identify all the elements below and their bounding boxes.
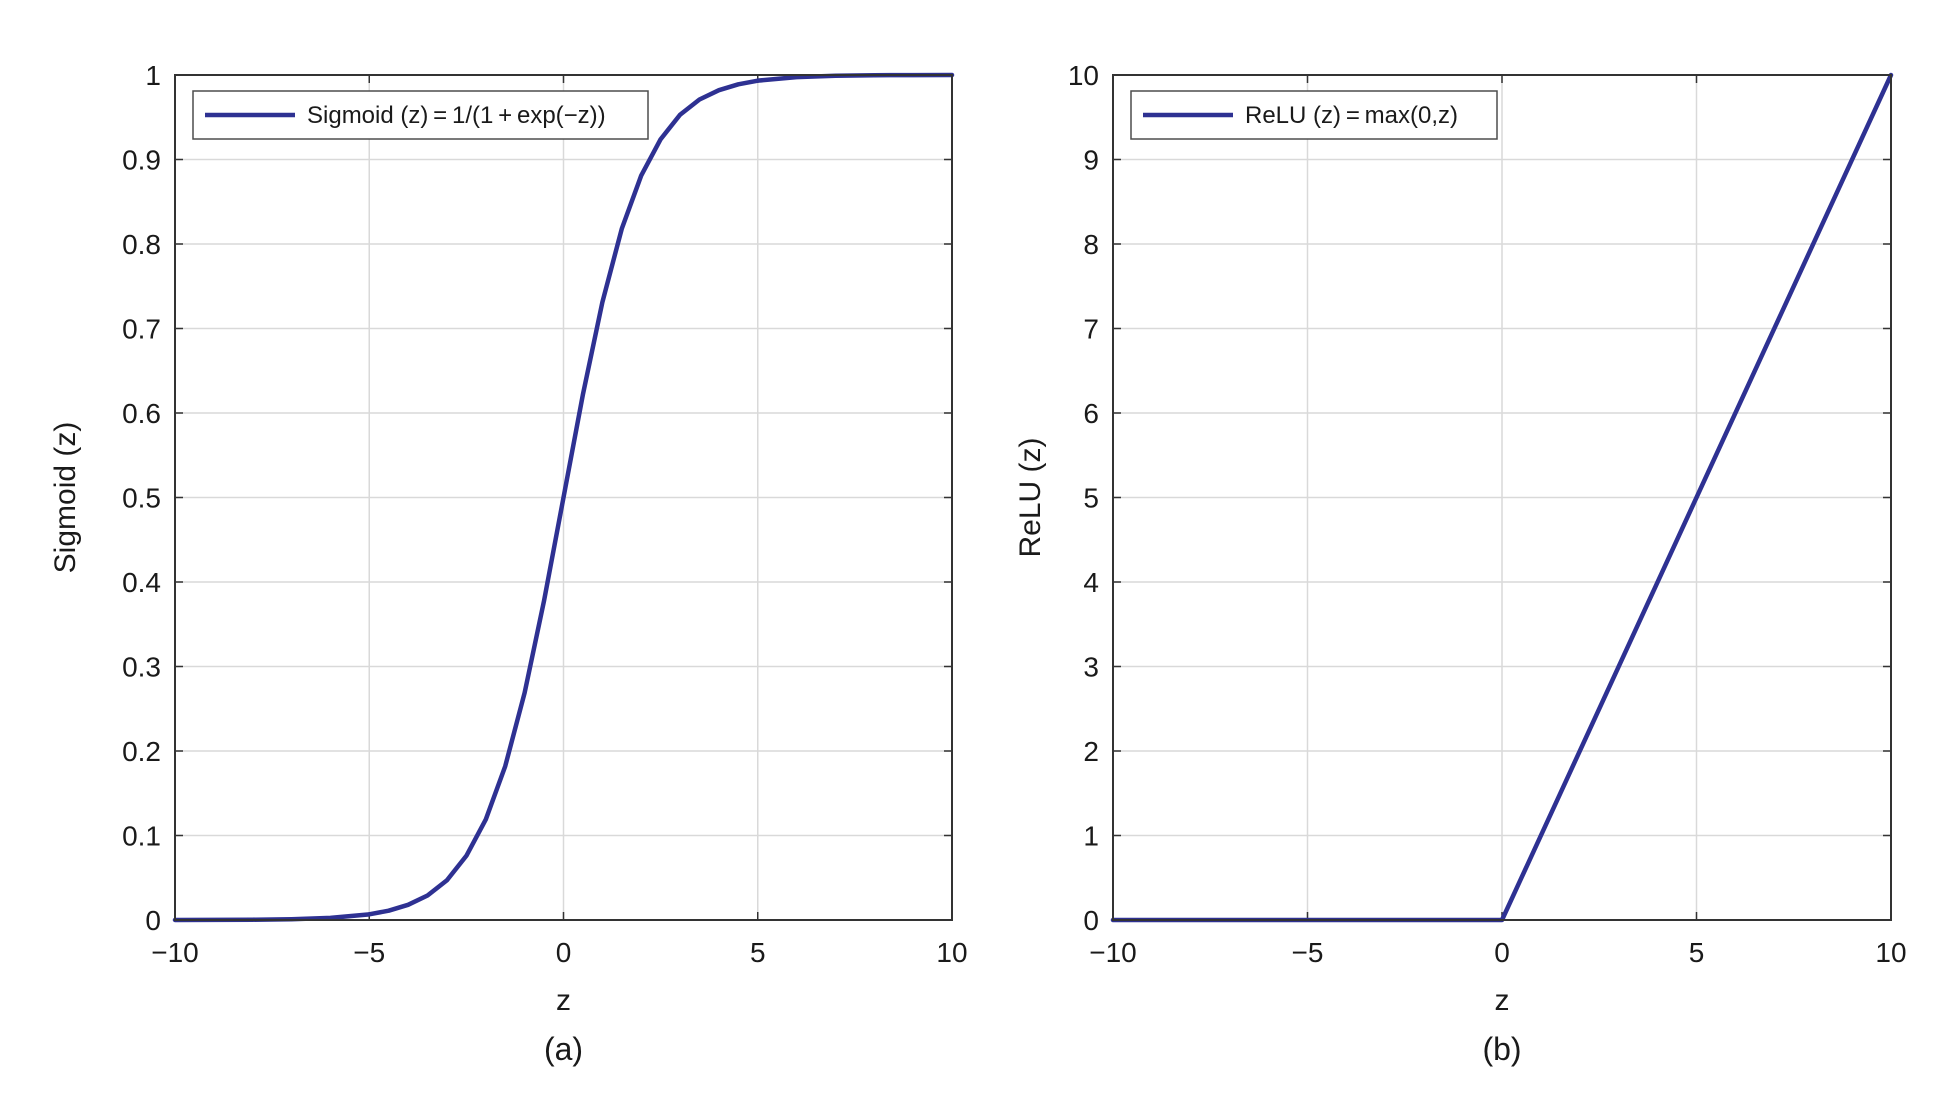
sigmoid-x-tick-label: −5 <box>353 937 385 968</box>
relu-legend-label: ReLU (z) = max(0,z) <box>1245 102 1458 129</box>
relu-chart-panel: −10 −5 0 5 10 0 1 2 3 4 5 6 7 8 9 10 ReLU (z) = max(0,… <box>1014 60 1907 1067</box>
relu-y-tick-label: 8 <box>1083 229 1099 260</box>
sigmoid-y-tick-label: 1 <box>145 60 161 91</box>
relu-x-tick-label: −10 <box>1089 937 1137 968</box>
relu-legend: ReLU (z) = max(0,z) <box>1130 90 1498 140</box>
sigmoid-axes-box <box>174 74 953 921</box>
sigmoid-y-axis-label: Sigmoid (z) <box>49 422 82 574</box>
relu-y-tick-labels: 0 1 2 3 4 5 6 7 8 9 10 <box>1068 60 1099 936</box>
sigmoid-y-tick-label: 0.8 <box>122 229 161 260</box>
sigmoid-series-line <box>172 72 955 923</box>
relu-x-tick-label: 5 <box>1689 937 1705 968</box>
sigmoid-x-tick-label: −10 <box>151 937 199 968</box>
sigmoid-y-tick-label: 0.7 <box>122 314 161 345</box>
sigmoid-y-tick-labels: 0 0.1 0.2 0.3 0.4 0.5 0.6 0.7 0.8 0.9 1 <box>122 60 161 936</box>
sigmoid-grid <box>175 75 952 920</box>
sigmoid-x-axis-label: z <box>556 984 571 1017</box>
relu-panel-caption: (b) <box>1482 1031 1521 1067</box>
relu-y-tick-label: 2 <box>1083 736 1099 767</box>
relu-y-axis-label: ReLU (z) <box>1014 437 1047 557</box>
sigmoid-x-tick-label: 5 <box>750 937 766 968</box>
relu-x-axis-label: z <box>1495 984 1510 1017</box>
relu-axes-box <box>1112 74 1892 921</box>
relu-y-tick-label: 3 <box>1083 652 1099 683</box>
relu-grid <box>1113 75 1891 920</box>
relu-y-tick-label: 0 <box>1083 905 1099 936</box>
sigmoid-legend-label: Sigmoid (z) = 1/(1 + exp(−z)) <box>307 102 606 129</box>
relu-x-tick-label: −5 <box>1292 937 1324 968</box>
sigmoid-x-tick-label: 10 <box>936 937 967 968</box>
sigmoid-x-tick-label: 0 <box>556 937 572 968</box>
sigmoid-panel-caption: (a) <box>544 1031 583 1067</box>
sigmoid-series-layer <box>172 72 955 923</box>
sigmoid-y-tick-label: 0.3 <box>122 652 161 683</box>
relu-y-tick-label: 5 <box>1083 483 1099 514</box>
relu-y-tick-label: 4 <box>1083 567 1099 598</box>
relu-y-tick-label: 10 <box>1068 60 1099 91</box>
sigmoid-y-tick-label: 0.6 <box>122 398 161 429</box>
relu-y-tick-label: 9 <box>1083 145 1099 176</box>
sigmoid-y-tick-label: 0.4 <box>122 567 161 598</box>
relu-x-tick-label: 10 <box>1875 937 1906 968</box>
sigmoid-y-tick-label: 0.5 <box>122 483 161 514</box>
relu-x-tick-label: 0 <box>1494 937 1510 968</box>
sigmoid-y-tick-label: 0.1 <box>122 821 161 852</box>
sigmoid-x-tick-labels: −10 −5 0 5 10 <box>151 937 967 968</box>
sigmoid-legend: Sigmoid (z) = 1/(1 + exp(−z)) <box>192 90 649 140</box>
relu-y-tick-label: 6 <box>1083 398 1099 429</box>
relu-y-tick-label: 7 <box>1083 314 1099 345</box>
sigmoid-chart-panel: −10 −5 0 5 10 00.10.20.30.40.50.60.70.80.91 … <box>49 60 968 1067</box>
sigmoid-y-tick-label: 0.2 <box>122 736 161 767</box>
sigmoid-y-tick-label: 0 <box>145 905 161 936</box>
sigmoid-y-tick-label: 0.9 <box>122 145 161 176</box>
relu-y-tick-label: 1 <box>1083 821 1099 852</box>
relu-x-tick-labels: −10 −5 0 5 10 <box>1089 937 1906 968</box>
